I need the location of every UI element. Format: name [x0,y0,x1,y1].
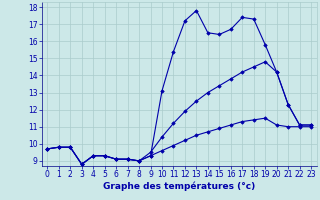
X-axis label: Graphe des températures (°c): Graphe des températures (°c) [103,182,255,191]
